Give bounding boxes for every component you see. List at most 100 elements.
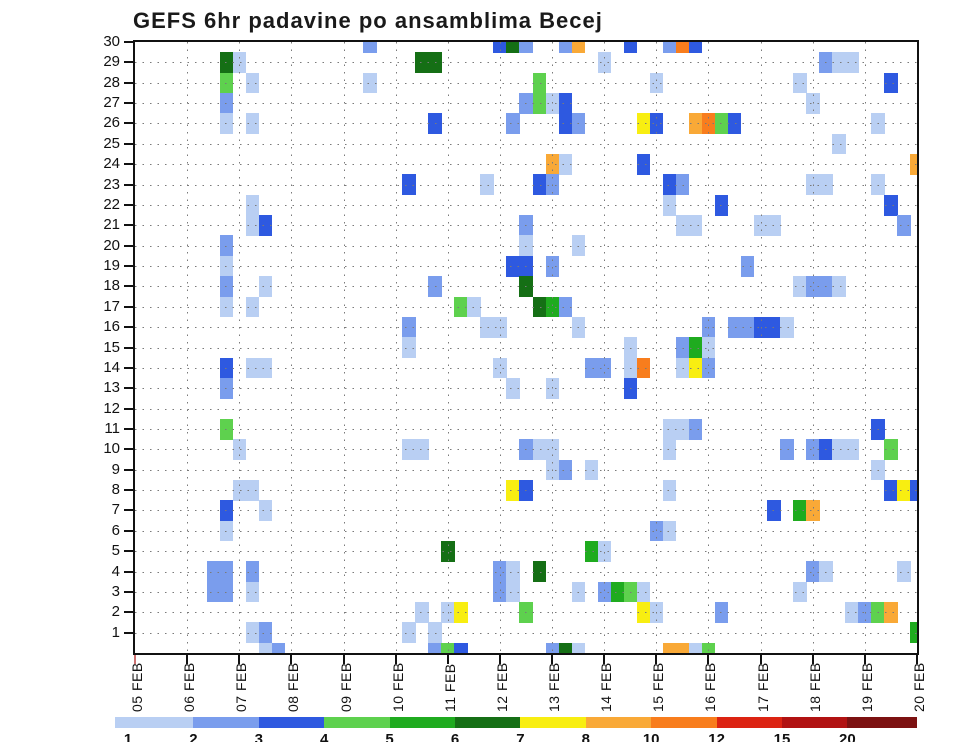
y-tick-label: 17 — [103, 297, 120, 315]
y-tick-label: 12 — [103, 399, 120, 417]
y-tick — [124, 285, 134, 288]
v-gridline — [499, 42, 501, 653]
y-tick — [124, 489, 134, 492]
h-gridline — [135, 408, 917, 410]
v-gridline — [812, 42, 814, 653]
chart-title: GEFS 6hr padavine po ansamblima Becej — [133, 8, 603, 33]
y-tick — [124, 41, 134, 43]
heatmap-cell — [258, 642, 273, 653]
v-gridline — [656, 42, 658, 653]
h-gridline — [135, 82, 917, 84]
heatmap-cell — [623, 42, 638, 53]
colorbar-legend — [115, 717, 917, 728]
v-gridline — [291, 42, 293, 653]
y-tick — [124, 183, 134, 186]
h-gridline — [135, 103, 917, 105]
x-tick — [446, 655, 449, 664]
h-gridline — [135, 612, 917, 614]
x-tick — [551, 655, 554, 664]
v-gridline — [604, 42, 606, 653]
x-tick — [186, 655, 189, 664]
h-gridline — [135, 428, 917, 430]
colorbar-segment — [193, 717, 259, 728]
h-gridline — [135, 184, 917, 186]
y-tick — [124, 611, 134, 614]
y-tick-label: 14 — [103, 358, 120, 376]
heatmap-cell — [558, 642, 572, 653]
v-gridline — [395, 42, 397, 653]
colorbar-segment — [454, 717, 521, 728]
heatmap-cell — [271, 642, 286, 653]
colorbar-label: 12 — [708, 731, 725, 742]
x-tick — [498, 655, 501, 664]
colorbar-label: 1 — [123, 731, 133, 742]
y-tick — [124, 387, 134, 390]
y-tick — [124, 163, 134, 166]
y-tick — [124, 529, 134, 532]
colorbar-segment — [324, 717, 390, 728]
colorbar-label: 5 — [385, 731, 394, 742]
heatmap-cell — [688, 42, 703, 53]
y-tick-label: 8 — [111, 481, 120, 499]
y-tick-label: 28 — [103, 73, 120, 91]
y-tick — [124, 346, 134, 349]
h-gridline — [135, 266, 917, 268]
h-gridline — [135, 449, 917, 451]
y-tick-label: 9 — [111, 460, 120, 478]
y-tick — [124, 305, 134, 308]
y-tick-label: 4 — [111, 562, 120, 580]
heatmap-cell — [506, 42, 520, 53]
colorbar-label: 15 — [773, 731, 791, 742]
y-tick-label: 22 — [103, 195, 120, 213]
y-tick-label: 18 — [103, 277, 120, 295]
heatmap-cell — [558, 42, 572, 53]
h-gridline — [135, 143, 917, 145]
y-tick-label: 29 — [103, 53, 120, 71]
x-tick-label: 19 FEB — [858, 662, 875, 712]
h-gridline — [135, 367, 917, 369]
y-tick — [124, 407, 134, 410]
y-tick-label: 5 — [111, 542, 120, 560]
x-tick — [707, 655, 710, 664]
x-tick-label: 16 FEB — [702, 662, 719, 712]
heatmap-cell — [688, 642, 703, 653]
y-tick-label: 21 — [103, 216, 120, 234]
h-gridline — [135, 286, 917, 288]
colorbar-segment — [389, 717, 455, 728]
y-tick-label: 7 — [111, 501, 120, 519]
v-gridline — [864, 42, 866, 653]
y-tick — [124, 550, 134, 553]
colorbar-segment — [520, 717, 586, 728]
h-gridline — [135, 347, 917, 349]
x-tick — [811, 655, 814, 664]
y-tick — [124, 81, 134, 84]
h-gridline — [135, 62, 917, 64]
y-tick — [124, 590, 134, 593]
x-tick-label: 09 FEB — [337, 662, 354, 712]
heatmap-cell — [571, 642, 586, 653]
y-tick-label: 20 — [103, 236, 120, 254]
y-tick — [124, 203, 134, 206]
x-tick-label: 14 FEB — [598, 662, 615, 712]
plot-area — [135, 42, 917, 653]
x-tick — [342, 655, 345, 664]
y-tick-label: 11 — [104, 419, 120, 437]
colorbar-segment — [651, 717, 717, 728]
y-tick — [124, 631, 134, 634]
x-tick-label: 13 FEB — [546, 662, 563, 712]
h-gridline — [135, 632, 917, 634]
heatmap-cell — [675, 42, 690, 53]
h-gridline — [135, 591, 917, 593]
y-tick — [124, 142, 134, 145]
y-tick-label: 3 — [111, 582, 120, 600]
heatmap-cell — [454, 642, 468, 653]
h-gridline — [135, 245, 917, 247]
h-gridline — [135, 306, 917, 308]
y-tick — [124, 61, 134, 64]
y-tick — [124, 468, 134, 471]
y-tick-label: 19 — [103, 257, 120, 275]
y-tick-label: 30 — [103, 33, 120, 50]
h-gridline — [135, 571, 917, 573]
h-gridline — [135, 123, 917, 125]
colorbar-label: 7 — [516, 731, 525, 742]
